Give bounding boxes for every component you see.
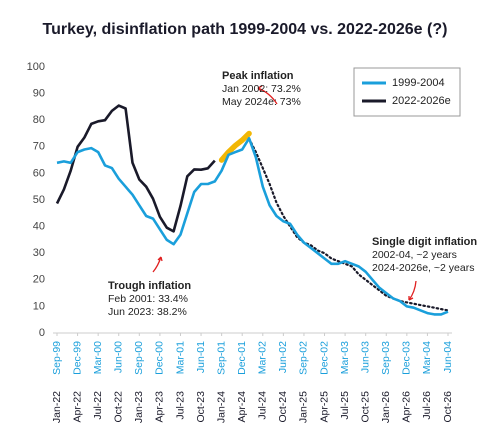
x-tick-label: Dec-02 (318, 341, 330, 375)
x-tick-label: Sep-01 (215, 341, 227, 375)
x-tick-label: Jun-03 (359, 341, 371, 373)
x-tick-label: Jun-01 (195, 341, 207, 373)
x-tick-label: Apr-23 (154, 391, 166, 423)
y-tick-label: 90 (33, 88, 45, 100)
x-tick-label: Oct-26 (442, 391, 454, 423)
x-tick-label: Mar-00 (92, 341, 104, 374)
y-tick-label: 70 (33, 141, 45, 153)
y-tick-label: 20 (33, 274, 45, 286)
y-tick-label: 0 (39, 327, 45, 339)
x-tick-label: Mar-04 (421, 341, 433, 374)
y-tick-label: 50 (33, 194, 45, 206)
x-tick-label: Jan-24 (215, 391, 227, 423)
x-tick-label: Jun-02 (277, 341, 289, 373)
annotation-text: 2024-2026e, ~2 years (372, 262, 474, 274)
x-tick-label: Dec-01 (236, 341, 248, 375)
x-tick-label: Oct-24 (277, 391, 289, 423)
annotation-title: Single digit inflation (372, 236, 477, 248)
x-tick-label: Jul-23 (174, 391, 186, 420)
arrow-head (408, 296, 414, 301)
arrow (152, 256, 162, 273)
x-tick-label: Apr-22 (71, 391, 83, 423)
x-tick-label: Jan-22 (51, 391, 63, 423)
x-tick-label: Dec-99 (71, 341, 83, 375)
series-line (55, 104, 216, 233)
x-tick-label: Dec-03 (401, 341, 413, 375)
annotation-text: Jun 2023: 38.2% (108, 306, 187, 318)
y-tick-label: 80 (33, 114, 45, 126)
x-tick-label: Jan-25 (298, 391, 310, 423)
arrow-head (257, 85, 263, 92)
y-tick-label: 40 (33, 221, 45, 233)
x-tick-label: Jan-26 (380, 391, 392, 423)
annotation-text: 2002-04, ~2 years (372, 249, 457, 261)
x-tick-label: Sep-02 (298, 341, 310, 375)
series-line (248, 137, 450, 312)
legend-label: 2022-2026e (392, 95, 451, 107)
x-tick-label: Jul-26 (421, 391, 433, 420)
annotation-text: Jan 2002: 73.2% (222, 83, 301, 95)
x-tick-label: Jun-00 (113, 341, 125, 373)
y-tick-label: 100 (27, 61, 45, 73)
x-tick-label: Jul-25 (339, 391, 351, 420)
y-tick-label: 10 (33, 300, 45, 312)
x-tick-label: Dec-00 (154, 341, 166, 375)
legend-label: 1999-2004 (392, 77, 445, 89)
series-line (218, 130, 252, 163)
arrow (408, 280, 417, 301)
x-tick-label: Oct-22 (113, 391, 125, 423)
y-tick-label: 60 (33, 167, 45, 179)
y-tick-label: 30 (33, 247, 45, 259)
x-tick-label: Mar-01 (174, 341, 186, 374)
x-tick-label: Jan-23 (133, 391, 145, 423)
x-tick-label: Apr-24 (236, 391, 248, 423)
annotation-text: May 2024e: 73% (222, 96, 301, 108)
annotation-arrows (152, 85, 417, 301)
chart-title: Turkey, disinflation path 1999-2004 vs. … (43, 21, 448, 38)
annotation-title: Trough inflation (108, 280, 191, 292)
annotation-title: Peak inflation (222, 70, 294, 82)
annotation-text: Feb 2001: 33.4% (108, 293, 188, 305)
arrow (257, 87, 278, 105)
x-tick-label: Apr-26 (401, 391, 413, 423)
x-tick-label: Jul-22 (92, 391, 104, 420)
x-tick-label: Oct-25 (359, 391, 371, 423)
x-tick-label: Mar-02 (257, 341, 269, 374)
arrow-head (157, 256, 163, 262)
x-tick-label: Sep-99 (51, 341, 63, 375)
x-tick-label: Sep-00 (133, 341, 145, 375)
legend-box (353, 67, 461, 117)
x-tick-label: Sep-03 (380, 341, 392, 375)
series-line (56, 137, 449, 316)
x-tick-label: Oct-23 (195, 391, 207, 423)
x-tick-label: Mar-03 (339, 341, 351, 374)
x-tick-label: Jun-04 (442, 341, 454, 373)
x-tick-label: Jul-24 (257, 391, 269, 420)
x-tick-label: Apr-25 (318, 391, 330, 423)
